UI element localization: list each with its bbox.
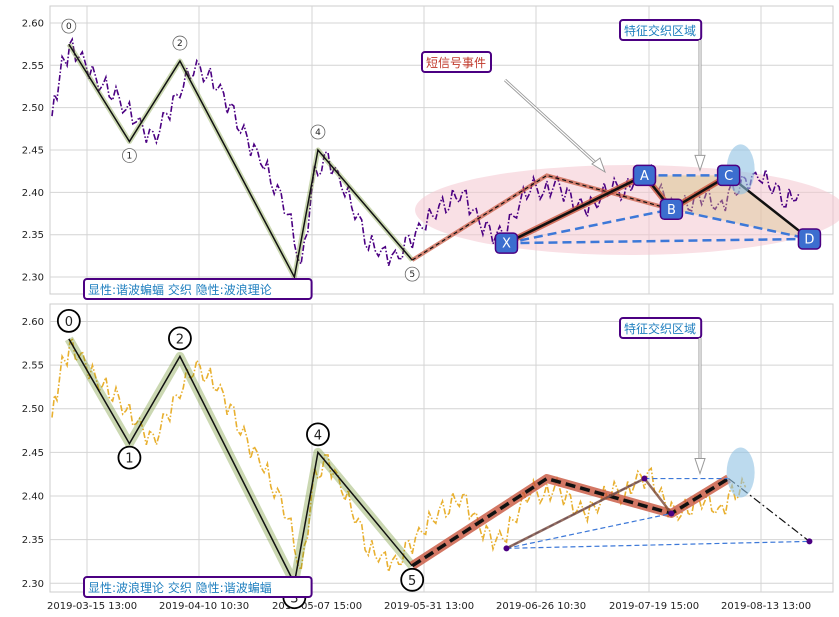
annotation-arrowhead bbox=[694, 154, 706, 172]
harmonic-dashed-line bbox=[671, 208, 810, 241]
harmonic-label-box bbox=[494, 232, 519, 254]
wave-label-text: 1 bbox=[125, 452, 133, 467]
y-tick-label: 2.50 bbox=[22, 404, 44, 415]
wave-label-text: 2 bbox=[176, 332, 184, 347]
harmonic-point-marker bbox=[806, 538, 813, 545]
harmonic-point-marker bbox=[668, 510, 675, 517]
y-tick-label: 2.40 bbox=[22, 492, 44, 503]
wave-label-text: 4 bbox=[315, 128, 321, 138]
bottom-x-ticks: 2019-03-15 13:00 2019-04-10 10:30 2019-05-… bbox=[47, 601, 811, 612]
wave-label-circle bbox=[61, 18, 77, 34]
harmonic-label-text: X bbox=[502, 237, 511, 252]
harmonic-dashed-line bbox=[506, 208, 672, 245]
top-grid bbox=[50, 6, 833, 294]
annotation-box bbox=[619, 317, 703, 339]
x-tick-label: 2019-07-19 15:00 bbox=[609, 601, 699, 612]
wave-label-text: 1 bbox=[127, 152, 133, 162]
wave-label-circle bbox=[404, 266, 420, 282]
y-tick-label: 2.30 bbox=[22, 579, 44, 590]
top-y-ticks: 2.30 2.35 2.40 2.45 2.50 2.55 2.60 bbox=[22, 18, 44, 283]
harmonic-label-text: A bbox=[640, 169, 649, 184]
y-tick-label: 2.35 bbox=[22, 230, 44, 241]
wave-label-circle bbox=[56, 309, 81, 333]
x-tick-label: 2019-05-07 15:00 bbox=[272, 601, 362, 612]
wave-label-circle bbox=[400, 567, 425, 592]
harmonic-label-text: D bbox=[804, 232, 814, 247]
feature-ellipse bbox=[726, 447, 755, 498]
harmonic-point-marker bbox=[503, 545, 510, 552]
wave-label-circle bbox=[117, 445, 142, 470]
harmonic-dashed-line bbox=[506, 237, 810, 245]
annotation-box bbox=[83, 576, 313, 598]
wave-label-text: 5 bbox=[409, 270, 415, 280]
annotation-arrowhead bbox=[694, 458, 706, 476]
annotation-text: 显性:波浪理论 交织 隐性:谐波蝙蝠 bbox=[88, 580, 272, 595]
bottom-harmonic-lines bbox=[503, 447, 813, 552]
harmonic-label-box bbox=[632, 164, 657, 187]
annotation-arrow-inner bbox=[504, 79, 599, 166]
x-tick-label: 2019-06-26 10:30 bbox=[496, 601, 586, 612]
annotation-text: 特征交织区域 bbox=[624, 23, 696, 38]
harmonic-dashed-line bbox=[506, 540, 810, 549]
bottom-panel: 2.30 2.35 2.40 2.45 2.50 2.55 2.60 2019-03-15 … bbox=[22, 303, 834, 612]
wave-extension-line bbox=[411, 174, 729, 261]
y-tick-label: 2.40 bbox=[22, 188, 44, 199]
y-tick-label: 2.50 bbox=[22, 103, 44, 114]
price-series-line bbox=[51, 36, 801, 267]
wave-label-text: 2 bbox=[177, 39, 183, 49]
harmonic-point-marker bbox=[641, 475, 648, 482]
x-tick-label: 2019-04-10 10:30 bbox=[159, 601, 249, 612]
wave-line bbox=[68, 43, 413, 280]
wave-label-text: 0 bbox=[66, 22, 72, 32]
annotation-text: 短信号事件 bbox=[426, 56, 486, 70]
y-tick-label: 2.60 bbox=[22, 18, 44, 29]
y-tick-label: 2.55 bbox=[22, 61, 44, 72]
annotation-text: 特征交织区域 bbox=[624, 321, 696, 336]
y-tick-label: 2.45 bbox=[22, 146, 44, 157]
wave-label-circle bbox=[310, 124, 326, 140]
wave-label-text: 0 bbox=[65, 315, 73, 330]
y-tick-label: 2.45 bbox=[22, 448, 44, 459]
wave-line bbox=[68, 338, 413, 586]
harmonic-label-text: C bbox=[724, 169, 733, 184]
y-tick-label: 2.55 bbox=[22, 361, 44, 372]
harmonic-label-box bbox=[659, 198, 684, 221]
wave-label-circle bbox=[172, 35, 188, 51]
bottom-grid bbox=[50, 304, 833, 592]
y-tick-label: 2.35 bbox=[22, 535, 44, 546]
wave-label-circle bbox=[306, 422, 330, 447]
harmonic-label-box bbox=[797, 228, 822, 250]
x-tick-label: 2019-08-13 13:00 bbox=[721, 601, 811, 612]
harmonic-label-box bbox=[716, 164, 741, 187]
x-tick-label: 2019-03-15 13:00 bbox=[47, 601, 137, 612]
top-price-line bbox=[51, 36, 801, 267]
y-tick-label: 2.30 bbox=[22, 273, 44, 284]
annotation-arrowhead bbox=[591, 157, 606, 174]
harmonic-label-text: B bbox=[667, 203, 676, 218]
wave-label-text: 3 bbox=[290, 591, 298, 606]
bottom-y-ticks: 2.30 2.35 2.40 2.45 2.50 2.55 2.60 bbox=[22, 317, 44, 590]
wave-label-text: 5 bbox=[408, 574, 416, 589]
x-tick-label: 2019-05-31 13:00 bbox=[384, 601, 474, 612]
top-panel: 2.302.352.402.452.502.552.60 012345XABCD… bbox=[22, 5, 839, 300]
wave-label-text: 4 bbox=[314, 428, 322, 443]
wave-label-circle bbox=[122, 148, 137, 163]
y-tick-label: 2.60 bbox=[22, 317, 44, 328]
annotation-text: 显性:谐波蝙蝠 交织 隐性:波浪理论 bbox=[88, 282, 272, 297]
wave-label-circle bbox=[168, 326, 192, 351]
annotation-box bbox=[83, 278, 313, 300]
annotation-box bbox=[619, 19, 703, 41]
annotation-box bbox=[421, 51, 492, 73]
harmonic-dashed-line bbox=[506, 512, 672, 549]
